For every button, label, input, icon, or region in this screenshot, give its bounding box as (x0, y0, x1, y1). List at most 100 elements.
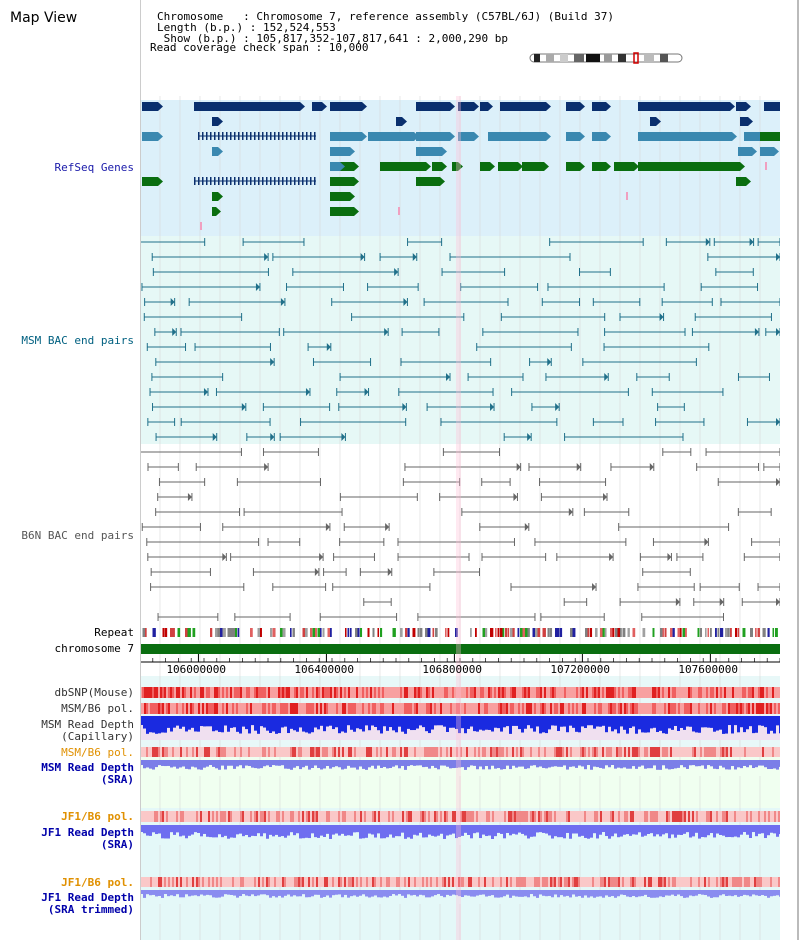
dbsnp-cell (634, 687, 636, 698)
jf1-b6-pol-2-cell (186, 877, 188, 887)
dbsnp-cell (414, 687, 416, 698)
dbsnp-cell (542, 687, 544, 698)
gene-arrow (216, 207, 221, 216)
jf1-b6-pol-2-cell (748, 877, 750, 887)
track-label-msm-b6-pol-2[interactable]: MSM/B6 pol. (61, 746, 134, 759)
genome-browser-panel[interactable] (140, 96, 780, 940)
jf1-b6-pol-cell (730, 811, 732, 822)
jf1-b6-pol-cell (662, 811, 664, 822)
jf1-b6-pol-cell (438, 811, 440, 822)
jf1-b6-pol-2-cell (354, 877, 356, 887)
jf1-b6-pol-2-cell (768, 877, 770, 887)
msm-b6-pol-2-cell (460, 747, 462, 757)
jf1-b6-pol-2-cell (610, 877, 612, 887)
gene-arrow (362, 132, 367, 141)
repeat-element (632, 628, 636, 637)
dbsnp-cell (378, 687, 380, 698)
jf1-b6-pol-2-cell (474, 877, 476, 887)
msm-b6-pol-cell (738, 703, 740, 714)
track-label-repeat[interactable]: Repeat (94, 626, 134, 639)
msm-b6-pol-cell (366, 703, 368, 714)
msm-b6-pol-2-cell (574, 747, 576, 757)
gene-block (458, 102, 474, 111)
dbsnp-cell (232, 687, 234, 698)
msm-capillary-depth-bar (692, 716, 695, 732)
msm-sra-depth-bar (413, 760, 416, 766)
dbsnp-cell (704, 687, 706, 698)
jf1-trimmed-depth-bar (215, 890, 218, 898)
msm-b6-pol-2-cell (364, 747, 366, 757)
gene-exon (218, 177, 220, 185)
track-label-jf1-b6-pol-2[interactable]: JF1/B6 pol. (61, 876, 134, 889)
jf1-b6-pol-2-cell (576, 877, 578, 887)
msm-sra-depth-bar (560, 760, 563, 767)
msm-capillary-depth-bar (341, 716, 344, 732)
msm-b6-pol-2-cell (348, 747, 350, 757)
repeat-element (372, 628, 375, 637)
jf1-b6-pol-cell (350, 811, 352, 822)
jf1-b6-pol-cell (486, 811, 488, 822)
chromosome-bar (140, 644, 780, 654)
msm-b6-pol-2-cell (300, 747, 302, 757)
bac-arrow (360, 253, 365, 261)
msm-capillary-depth-bar (464, 716, 467, 734)
repeat-element (302, 628, 306, 637)
msm-b6-pol-2-cell (740, 747, 742, 757)
track-label-msm-read-depth-sra[interactable]: MSM Read Depth (41, 761, 134, 774)
dbsnp-cell (334, 687, 336, 698)
msm-b6-pol-2-cell (394, 747, 396, 757)
repeat-element (292, 628, 295, 637)
page-right-border (797, 0, 799, 940)
track-label-dbsnp[interactable]: dbSNP(Mouse) (54, 686, 134, 699)
msm-b6-pol-2-cell (566, 747, 568, 757)
msm-b6-pol-cell (538, 703, 540, 714)
track-label-msm-bac[interactable]: MSM BAC end pairs (21, 334, 134, 347)
jf1-b6-pol-cell (576, 811, 578, 822)
msm-sra-depth-bar (725, 760, 728, 770)
jf1-b6-pol-2-cell (210, 877, 212, 887)
dbsnp-cell (392, 687, 394, 698)
track-label-b6n-bac[interactable]: B6N BAC end pairs (21, 529, 134, 542)
jf1-sra-depth-bar (200, 825, 203, 837)
track-label-msm-read-depth-capillary[interactable]: MSM Read Depth (41, 718, 134, 731)
msm-sra-depth-bar (335, 760, 338, 767)
chromosome-ideogram-icon[interactable] (528, 52, 684, 64)
track-label-jf1-read-depth-trimmed[interactable]: JF1 Read Depth (41, 891, 134, 904)
msm-b6-pol-2-cell (384, 747, 386, 757)
msm-b6-pol-cell (476, 703, 478, 714)
jf1-trimmed-depth-bar (749, 890, 752, 897)
jf1-sra-depth-bar (260, 825, 263, 837)
jf1-b6-pol-cell (742, 811, 744, 822)
jf1-b6-pol-2-cell (716, 877, 718, 887)
track-label-jf1-b6-pol-1[interactable]: JF1/B6 pol. (61, 810, 134, 823)
msm-b6-pol-2-cell (270, 747, 272, 757)
track-label-chromosome[interactable]: chromosome 7 (54, 642, 134, 655)
track-label-jf1-read-depth[interactable]: JF1 Read Depth (41, 826, 134, 839)
msm-b6-pol-2-cell (450, 747, 452, 757)
msm-b6-pol-2-cell (652, 747, 654, 757)
jf1-b6-pol-2-cell (588, 877, 590, 887)
dbsnp-cell (272, 687, 274, 698)
dbsnp-cell (286, 687, 288, 698)
jf1-b6-pol-cell (546, 811, 548, 822)
msm-b6-pol-cell (170, 703, 172, 714)
jf1-b6-pol-2-cell (400, 877, 402, 887)
jf1-b6-pol-2-cell (746, 877, 748, 887)
track-label-msm-b6-pol-1[interactable]: MSM/B6 pol. (61, 702, 134, 715)
msm-sra-depth-bar (608, 760, 611, 768)
jf1-sra-depth-bar (374, 825, 377, 838)
jf1-b6-pol-cell (642, 811, 644, 822)
gene-exon (298, 132, 300, 140)
repeat-element (350, 628, 352, 637)
jf1-trimmed-depth-bar (377, 890, 380, 898)
jf1-trimmed-depth-bar (365, 890, 368, 897)
track-label-refseq[interactable]: RefSeq Genes (54, 161, 134, 174)
msm-b6-pol-cell (648, 703, 650, 714)
dbsnp-cell (536, 687, 538, 698)
jf1-sra-depth-bar (485, 825, 488, 837)
msm-b6-pol-2-cell (276, 747, 278, 757)
msm-sra-depth-bar (674, 760, 677, 769)
msm-b6-pol-cell (626, 703, 628, 714)
jf1-sra-depth-bar (515, 825, 518, 835)
repeat-element (435, 628, 438, 637)
